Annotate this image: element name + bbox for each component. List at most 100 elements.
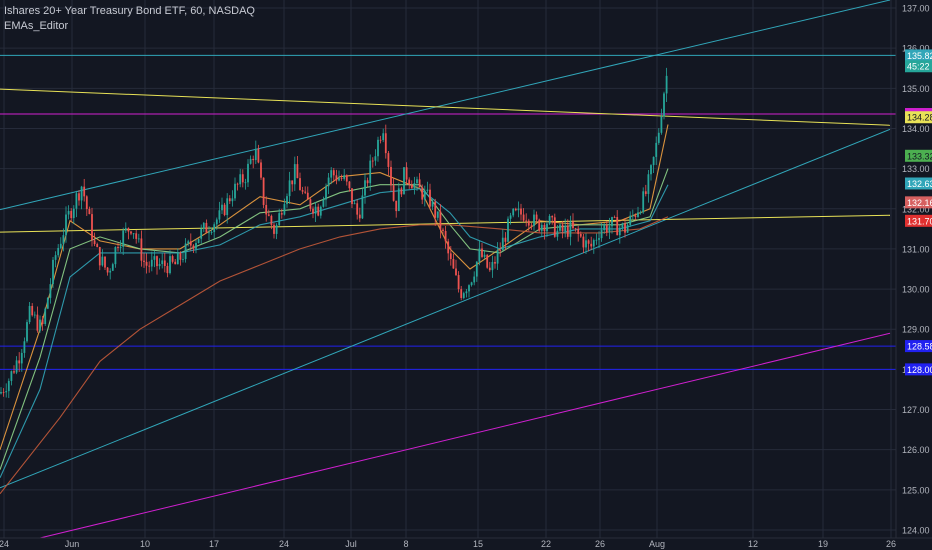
candle-body [660, 116, 663, 133]
candle-body [260, 162, 262, 178]
trend-line [0, 128, 891, 489]
price-label: 45:22 [907, 62, 930, 72]
candle-body [374, 156, 377, 161]
candle-body [564, 225, 567, 232]
candle-body [343, 175, 346, 179]
candle-body [166, 265, 169, 274]
candle-body [93, 240, 96, 245]
candle-body [236, 183, 239, 185]
candle-body [299, 178, 301, 191]
candle-body [49, 284, 52, 298]
candle-body [561, 224, 564, 232]
indicator-label[interactable]: EMAs_Editor [4, 20, 69, 32]
candle-body [72, 208, 75, 219]
price-label: 132.16 [907, 198, 932, 208]
candle-body [572, 221, 574, 229]
candle-body [130, 231, 132, 234]
candle-body [75, 193, 78, 209]
candle-body [231, 198, 234, 202]
candle-body [65, 214, 67, 236]
candle-body [2, 392, 5, 393]
candle-body [444, 230, 447, 242]
candle-body [657, 132, 660, 143]
candle-body [582, 236, 585, 248]
candle-body [195, 242, 197, 249]
candle-body [644, 191, 647, 194]
candle-body [319, 206, 322, 216]
candle-body [215, 219, 218, 225]
candle-body [436, 211, 439, 218]
y-tick-label: 125.00 [902, 485, 930, 495]
candle-body [465, 291, 468, 294]
candle-body [387, 153, 390, 167]
candle-body [15, 360, 18, 373]
candle-body [286, 196, 288, 205]
price-label: 128.00 [907, 365, 932, 375]
candle-body [540, 224, 543, 231]
candle-body [273, 224, 275, 234]
candle-body [62, 235, 65, 244]
candle-body [592, 240, 595, 247]
candle-body [59, 243, 62, 248]
candle-body [423, 190, 426, 200]
x-tick-label: 12 [748, 539, 758, 549]
y-tick-label: 136.00 [902, 44, 930, 54]
candle-body [379, 139, 382, 141]
candle-body [361, 195, 364, 219]
candle-body [132, 233, 135, 235]
candle-body [257, 148, 260, 163]
candle-body [28, 305, 31, 323]
x-tick-label: 8 [403, 539, 408, 549]
candle-body [18, 360, 21, 364]
candle-body [301, 190, 304, 192]
price-label: 135.82 [907, 51, 932, 61]
candle-body [241, 174, 244, 183]
candle-body [288, 180, 291, 197]
candle-body [598, 238, 600, 240]
candle-body [483, 254, 486, 257]
trend-line [39, 332, 891, 539]
price-label-box [905, 340, 932, 353]
symbol-title[interactable]: Ishares 20+ Year Treasury Bond ETF, 60, … [4, 5, 255, 17]
candle-body [626, 224, 629, 233]
candle-body [416, 179, 418, 184]
candle-body [470, 282, 473, 286]
candle-body [587, 240, 590, 244]
trend-line [0, 0, 891, 211]
candle-body [314, 206, 317, 214]
candle-body [244, 182, 247, 184]
candle-body [31, 305, 34, 316]
candle-body [455, 268, 457, 276]
candle-body [543, 224, 546, 232]
price-label-box [905, 214, 932, 227]
candle-body [546, 223, 548, 232]
candle-body [39, 319, 41, 331]
candle-body [429, 189, 431, 207]
candle-body [377, 139, 379, 157]
candle-body [189, 241, 192, 246]
candle-body [145, 261, 148, 266]
candle-body [280, 213, 283, 215]
candle-body [270, 215, 273, 225]
candle-body [325, 186, 327, 200]
candle-body [228, 198, 231, 202]
candle-body [585, 240, 587, 248]
candle-body [202, 222, 205, 229]
ema-line [0, 184, 669, 479]
candle-body [514, 208, 517, 211]
candle-body [595, 239, 598, 241]
candle-body [351, 188, 353, 205]
y-tick-label: 133.00 [902, 164, 930, 174]
candle-body [143, 260, 145, 262]
candle-body [481, 248, 483, 257]
candle-body [509, 215, 512, 219]
candle-body [426, 189, 429, 191]
candle-body [340, 178, 343, 179]
candle-body [478, 248, 481, 262]
candle-body [171, 256, 174, 262]
candle-body [491, 262, 494, 271]
candle-body [639, 212, 642, 214]
candle-body [119, 246, 122, 248]
price-label-box [905, 60, 932, 73]
